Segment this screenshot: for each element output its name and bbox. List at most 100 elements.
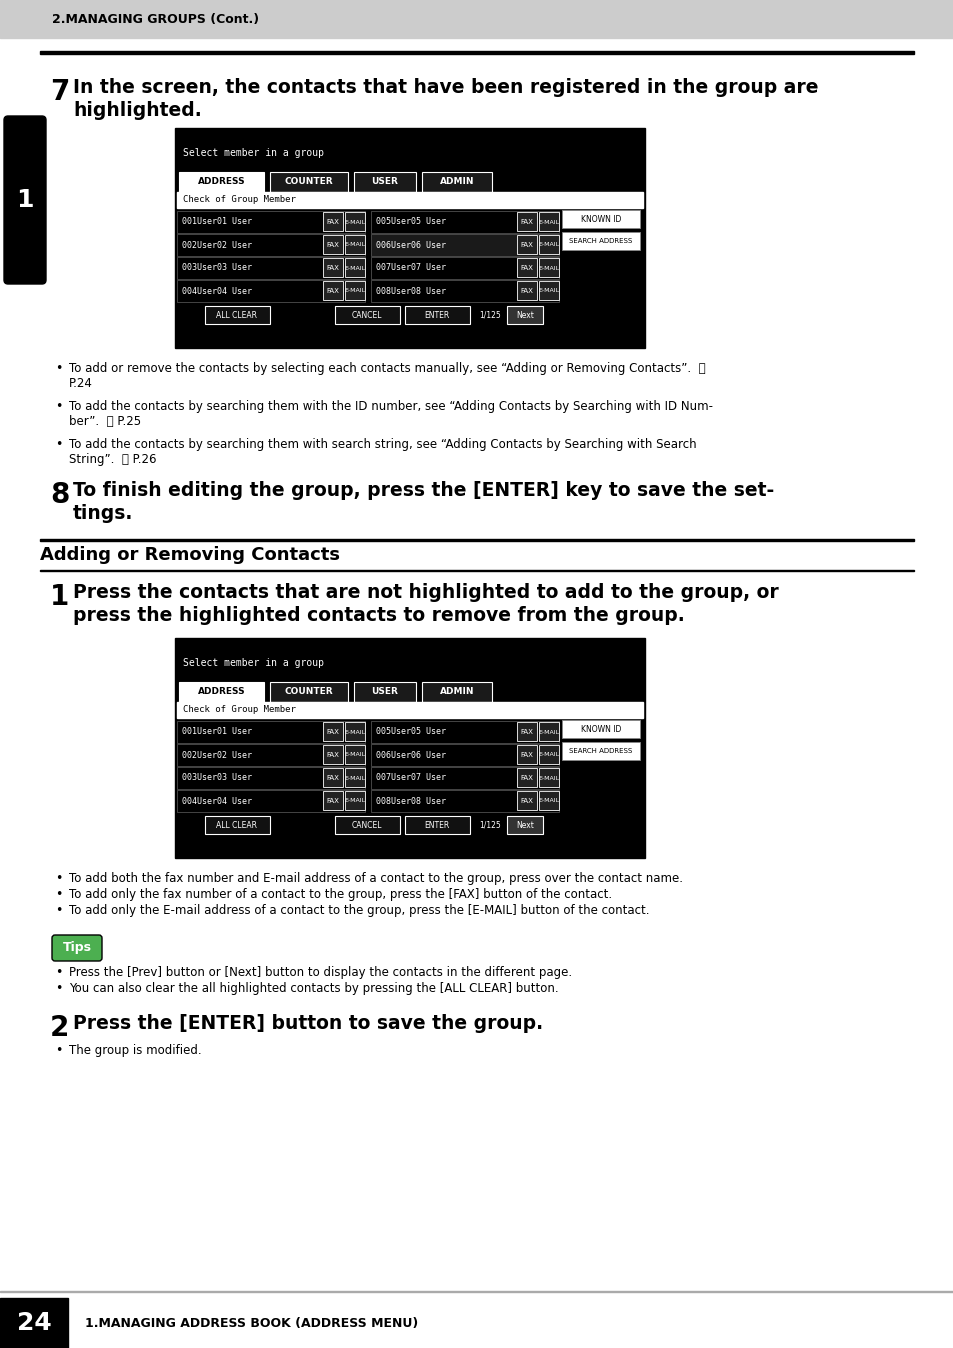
Text: FAX: FAX <box>326 752 339 758</box>
Text: To add the contacts by searching them with search string, see “Adding Contacts b: To add the contacts by searching them wi… <box>69 438 696 452</box>
Text: FAX: FAX <box>520 288 533 294</box>
Text: KNOWN ID: KNOWN ID <box>580 724 620 733</box>
Text: 006User06 User: 006User06 User <box>375 240 446 249</box>
Text: FAX: FAX <box>326 218 339 225</box>
Text: Tips: Tips <box>63 941 91 954</box>
Bar <box>323 257 343 276</box>
Text: •: • <box>55 981 62 995</box>
Text: To finish editing the group, press the [ENTER] key to save the set-: To finish editing the group, press the [… <box>73 481 774 500</box>
Text: P.24: P.24 <box>69 377 92 390</box>
Bar <box>405 816 470 834</box>
Text: FAX: FAX <box>326 288 339 294</box>
Bar <box>538 745 558 764</box>
Text: You can also clear the all highlighted contacts by pressing the [ALL CLEAR] butt: You can also clear the all highlighted c… <box>69 981 558 995</box>
FancyBboxPatch shape <box>52 936 102 961</box>
Text: E-MAIL: E-MAIL <box>537 798 559 803</box>
Text: 004User04 User: 004User04 User <box>182 287 252 295</box>
Text: •: • <box>55 1043 62 1057</box>
Bar <box>371 257 558 279</box>
Bar <box>354 173 416 191</box>
Text: FAX: FAX <box>520 243 533 248</box>
Bar <box>345 768 365 787</box>
Text: E-MAIL: E-MAIL <box>344 220 365 225</box>
Bar <box>177 702 642 718</box>
Bar <box>561 741 639 760</box>
Text: FAX: FAX <box>520 798 533 803</box>
Bar <box>345 745 365 764</box>
Text: 24: 24 <box>16 1312 51 1335</box>
Text: E-MAIL: E-MAIL <box>537 729 559 735</box>
Bar <box>517 235 537 253</box>
Text: FAX: FAX <box>326 798 339 803</box>
Bar <box>177 191 642 208</box>
Text: •: • <box>55 888 62 900</box>
Bar <box>517 768 537 787</box>
Bar <box>177 212 365 233</box>
Bar <box>177 721 365 743</box>
Text: E-MAIL: E-MAIL <box>344 775 365 780</box>
Bar <box>177 790 365 811</box>
Text: SEARCH ADDRESS: SEARCH ADDRESS <box>569 748 632 754</box>
Bar <box>354 682 416 702</box>
Text: 008User08 User: 008User08 User <box>375 797 446 806</box>
Bar <box>561 210 639 228</box>
Bar <box>335 306 399 324</box>
Text: FAX: FAX <box>520 752 533 758</box>
Bar <box>371 235 558 256</box>
Bar <box>335 816 399 834</box>
Text: FAX: FAX <box>520 218 533 225</box>
Text: 1/125: 1/125 <box>478 821 500 829</box>
Text: ber”.  ⒥ P.25: ber”. ⒥ P.25 <box>69 415 141 429</box>
Bar <box>177 280 365 302</box>
Text: •: • <box>55 872 62 886</box>
Text: CANCEL: CANCEL <box>352 310 382 319</box>
Text: 002User02 User: 002User02 User <box>182 240 252 249</box>
Bar <box>538 768 558 787</box>
Text: CANCEL: CANCEL <box>352 821 382 829</box>
Text: E-MAIL: E-MAIL <box>537 775 559 780</box>
Text: 002User02 User: 002User02 User <box>182 751 252 759</box>
Bar <box>371 790 558 811</box>
Text: Press the contacts that are not highlighted to add to the group, or: Press the contacts that are not highligh… <box>73 582 778 603</box>
Text: •: • <box>55 400 62 412</box>
Text: COUNTER: COUNTER <box>284 687 333 697</box>
Text: 001User01 User: 001User01 User <box>182 217 252 226</box>
Text: 1/125: 1/125 <box>478 310 500 319</box>
Text: FAX: FAX <box>326 729 339 735</box>
Bar <box>371 280 558 302</box>
Text: ALL CLEAR: ALL CLEAR <box>216 310 257 319</box>
Bar <box>179 173 264 191</box>
Text: KNOWN ID: KNOWN ID <box>580 214 620 224</box>
Text: 005User05 User: 005User05 User <box>375 728 446 736</box>
Bar <box>40 569 913 572</box>
Text: Press the [Prev] button or [Next] button to display the contacts in the differen: Press the [Prev] button or [Next] button… <box>69 967 572 979</box>
Text: SEARCH ADDRESS: SEARCH ADDRESS <box>569 239 632 244</box>
Text: USER: USER <box>371 687 398 697</box>
FancyBboxPatch shape <box>4 116 46 284</box>
Bar <box>517 257 537 276</box>
Bar <box>538 791 558 810</box>
Bar <box>40 538 913 541</box>
Bar <box>371 212 558 233</box>
Text: 1.MANAGING ADDRESS BOOK (ADDRESS MENU): 1.MANAGING ADDRESS BOOK (ADDRESS MENU) <box>85 1317 417 1329</box>
Text: FAX: FAX <box>326 775 339 780</box>
Text: E-MAIL: E-MAIL <box>344 729 365 735</box>
Text: Check of Group Member: Check of Group Member <box>183 195 295 205</box>
Bar <box>40 50 913 54</box>
Text: FAX: FAX <box>326 243 339 248</box>
Bar <box>517 723 537 741</box>
Text: 003User03 User: 003User03 User <box>182 263 252 272</box>
Text: FAX: FAX <box>326 266 339 271</box>
Bar <box>323 768 343 787</box>
Bar <box>179 682 264 702</box>
Bar <box>174 638 644 857</box>
Text: highlighted.: highlighted. <box>73 101 201 120</box>
Text: Adding or Removing Contacts: Adding or Removing Contacts <box>40 546 339 563</box>
Text: E-MAIL: E-MAIL <box>344 752 365 758</box>
Bar <box>561 232 639 249</box>
Bar <box>345 723 365 741</box>
Bar <box>517 280 537 301</box>
Text: 008User08 User: 008User08 User <box>375 287 446 295</box>
Text: 1: 1 <box>16 187 33 212</box>
Bar <box>405 306 470 324</box>
